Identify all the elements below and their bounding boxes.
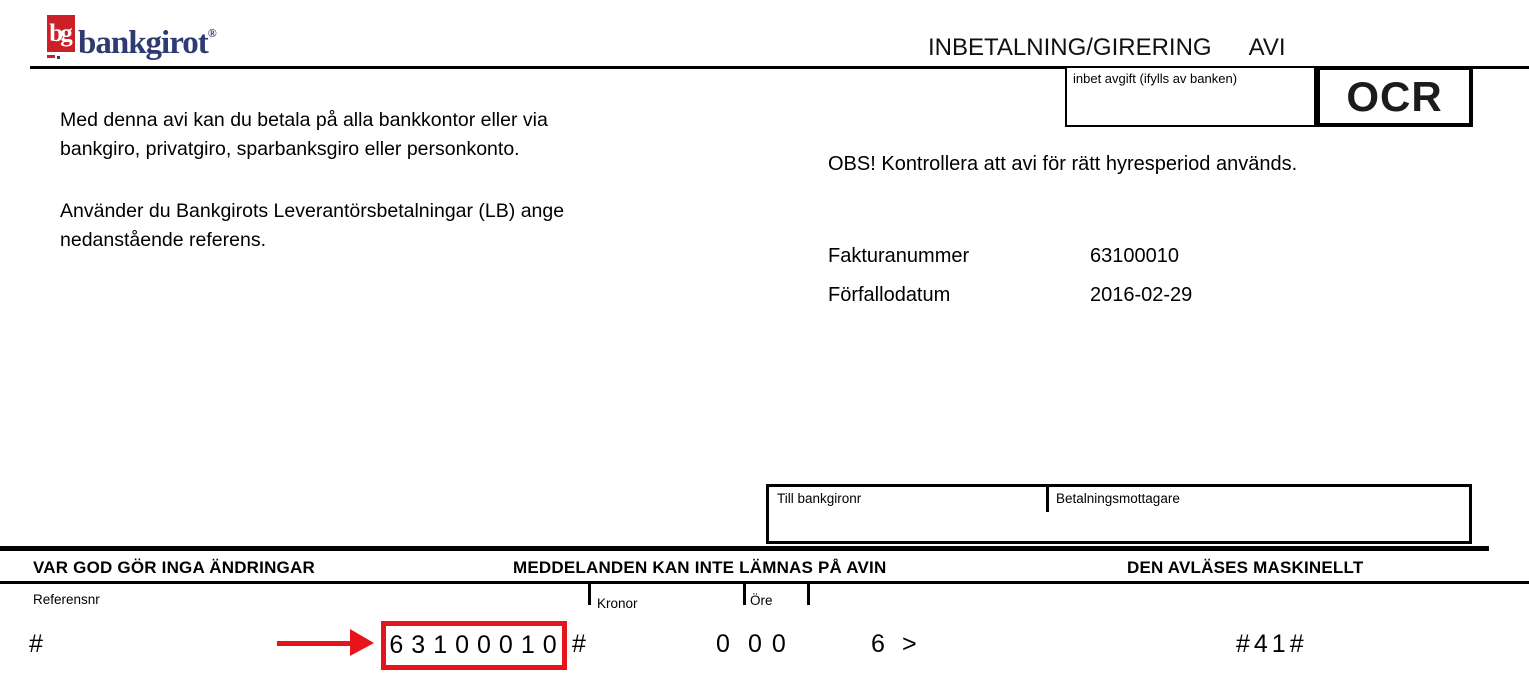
period-notice: OBS! Kontrollera att avi för rätt hyresp…	[828, 153, 1298, 175]
instruction-machine-read: DEN AVLÄSES MASKINELLT	[1127, 558, 1364, 577]
code-hash-left: #	[29, 630, 44, 658]
intro-p2-line2: nedanstående referens.	[60, 229, 266, 251]
code-terminator: >	[902, 630, 918, 658]
kronor-column-tick	[588, 584, 591, 605]
code-trailer: #41#	[1236, 630, 1308, 658]
top-divider-line-right	[1473, 66, 1529, 69]
bankgirot-logo: bg bankgirot®	[47, 15, 217, 62]
document-title: INBETALNING/GIRERING AVI	[928, 34, 1286, 62]
invoice-number-row: Fakturanummer 63100010	[828, 245, 1192, 284]
due-date-row: Förfallodatum 2016-02-29	[828, 284, 1192, 323]
intro-p2-line1: Använder du Bankgirots Leverantörsbetaln…	[60, 200, 565, 222]
intro-paragraph-2: Använder du Bankgirots Leverantörsbetaln…	[60, 197, 564, 255]
reference-number-label: Referensnr	[33, 592, 100, 607]
intro-p1-line2: bankgiro, privatgiro, sparbanksgiro elle…	[60, 138, 520, 160]
reference-highlight-box: 63100010	[381, 621, 567, 670]
registered-trademark-icon: ®	[207, 26, 217, 40]
arrow-shaft	[277, 641, 355, 646]
code-kronor-amount: 0	[716, 630, 731, 658]
code-ore-amount: 00	[748, 630, 796, 658]
due-date-value: 2016-02-29	[1090, 284, 1193, 306]
bank-fee-box: inbet avgift (ifylls av banken)	[1065, 66, 1316, 127]
code-area-divider-line	[0, 581, 1529, 584]
code-reference-number: 63100010	[389, 631, 565, 659]
kronor-label: Kronor	[597, 596, 638, 611]
invoice-number-label: Fakturanummer	[828, 245, 970, 267]
bankgiro-number-label: Till bankgironr	[777, 491, 862, 506]
bankgirot-logo-name: bankgirot®	[78, 15, 217, 62]
payee-box: Till bankgironr Betalningsmottagare	[766, 484, 1472, 544]
instruction-no-messages: MEDDELANDEN KAN INTE LÄMNAS PÅ AVIN	[513, 558, 887, 577]
logo-dot-red	[47, 55, 55, 58]
payment-recipient-label: Betalningsmottagare	[1056, 491, 1180, 506]
title-inbetalning-girering: INBETALNING/GIRERING	[928, 34, 1212, 61]
due-date-label: Förfallodatum	[828, 284, 951, 306]
ore-column-tick	[743, 584, 746, 605]
logo-dot-blue	[57, 56, 60, 59]
highlight-arrow-icon	[277, 629, 374, 656]
invoice-details: Fakturanummer 63100010 Förfallodatum 201…	[828, 245, 1192, 323]
end-column-tick	[807, 584, 810, 605]
ocr-box: OCR	[1316, 66, 1473, 127]
arrow-head	[350, 629, 374, 656]
invoice-number-value: 63100010	[1090, 245, 1179, 267]
intro-text: Med denna avi kan du betala på alla bank…	[60, 106, 564, 255]
logo-name-text: bankgirot	[78, 25, 209, 61]
ore-label: Öre	[750, 593, 773, 608]
thick-divider-line	[0, 546, 1489, 551]
ocr-label: OCR	[1346, 72, 1443, 120]
bankgirot-logo-icon: bg	[47, 15, 75, 52]
code-hash-mid: #	[572, 630, 587, 658]
instruction-no-changes: VAR GOD GÖR INGA ÄNDRINGAR	[33, 558, 315, 577]
bank-fee-label: inbet avgift (ifylls av banken)	[1073, 71, 1238, 86]
code-check-digit: 6	[871, 630, 886, 658]
top-divider-line	[30, 66, 1529, 69]
intro-p1-line1: Med denna avi kan du betala på alla bank…	[60, 109, 548, 131]
payee-box-divider	[1046, 487, 1049, 512]
intro-paragraph-1: Med denna avi kan du betala på alla bank…	[60, 106, 564, 164]
title-avi: AVI	[1248, 34, 1286, 61]
